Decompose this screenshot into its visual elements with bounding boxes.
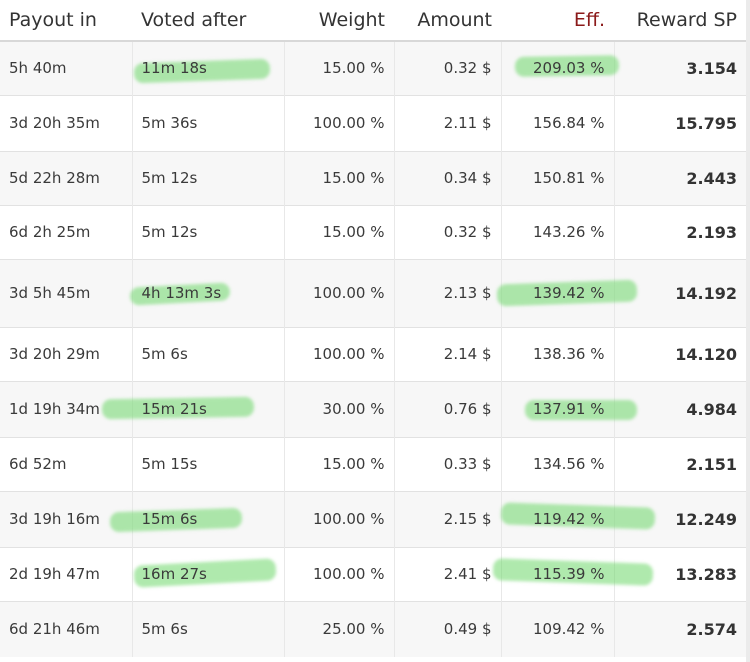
efficiency-cell: 150.81 % xyxy=(501,150,615,205)
efficiency-cell: 143.26 % xyxy=(501,204,615,259)
efficiency-cell: 134.56 % xyxy=(501,436,615,491)
amount-cell: 2.15 $ xyxy=(394,490,502,547)
voted-after-cell: 5m 15s xyxy=(132,436,285,491)
weight-cell: 15.00 % xyxy=(284,436,395,491)
reward-sp-cell: 4.984 xyxy=(614,380,746,437)
voted-after-cell-value: 16m 27s xyxy=(141,565,207,583)
voted-after-cell: 5m 36s xyxy=(132,94,285,151)
voted-after-cell: 4h 13m 3s xyxy=(129,258,285,327)
table-row[interactable]: 5d 22h 28m 5m 12s 15.00 % 0.34 $150.81 % 2.4… xyxy=(0,150,746,205)
voted-after-cell: 15m 21s xyxy=(101,380,285,437)
weight-cell: 100.00 % xyxy=(284,258,395,327)
efficiency-cell-value: 209.03 % xyxy=(532,59,605,78)
amount-cell: 2.41 $ xyxy=(394,546,502,601)
voted-after-cell: 11m 18s xyxy=(132,40,285,95)
table-row[interactable]: 1d 19h 34m 15m 21s 30.00 % 0.76 $ 137.91 % 4.… xyxy=(0,380,746,437)
voted-after-cell: 15m 6s xyxy=(109,490,285,547)
payout-cell: 3d 20h 35m xyxy=(0,94,133,151)
weight-cell: 15.00 % xyxy=(284,204,395,259)
reward-sp-cell: 2.193 xyxy=(614,204,746,259)
voted-after-cell: 5m 12s xyxy=(132,150,285,205)
reward-sp-cell: 13.283 xyxy=(614,546,746,601)
table-row[interactable]: 6d 2h 25m 5m 12s 15.00 % 0.32 $143.26 % 2.19… xyxy=(0,204,746,259)
payout-cell: 5h 40m xyxy=(0,40,133,95)
table-row[interactable]: 3d 5h 45m 4h 13m 3s 100.00 % 2.13 $ 139.42 %… xyxy=(0,258,746,327)
payout-cell: 2d 19h 47m xyxy=(0,546,133,601)
voted-after-cell: 16m 27s xyxy=(132,546,285,601)
amount-cell: 2.14 $ xyxy=(394,326,502,381)
voted-after-cell: 5m 6s xyxy=(132,600,285,657)
payout-cell: 5d 22h 28m xyxy=(0,150,133,205)
amount-cell: 2.13 $ xyxy=(394,258,502,327)
reward-sp-cell: 14.120 xyxy=(614,326,746,381)
efficiency-cell-value: 139.42 % xyxy=(532,284,605,302)
reward-sp-cell: 14.192 xyxy=(614,258,746,327)
efficiency-cell: 138.36 % xyxy=(501,326,615,381)
reward-sp-cell: 2.151 xyxy=(614,436,746,491)
amount-cell: 0.49 $ xyxy=(394,600,502,657)
column-header-amount[interactable]: Amount xyxy=(394,0,501,42)
payout-cell: 6d 52m xyxy=(0,436,133,491)
efficiency-cell-value: 115.39 % xyxy=(532,565,605,583)
weight-cell: 100.00 % xyxy=(284,490,395,547)
table-header-row: Payout in Voted after Weight Amount Eff.… xyxy=(0,0,746,42)
voted-after-cell-value: 11m 18s xyxy=(141,59,207,78)
payout-cell: 3d 5h 45m xyxy=(0,258,133,327)
table-row[interactable]: 6d 52m 5m 15s 15.00 % 0.33 $134.56 % 2.151 xyxy=(0,436,746,491)
table-body: 5h 40m 11m 18s 15.00 % 0.32 $209.03 % 3.154 3… xyxy=(0,40,746,657)
amount-cell: 0.76 $ xyxy=(394,380,502,437)
amount-cell: 0.32 $ xyxy=(394,40,502,95)
efficiency-cell: 109.42 % xyxy=(501,600,615,657)
payout-cell: 3d 20h 29m xyxy=(0,326,133,381)
weight-cell: 100.00 % xyxy=(284,94,395,151)
weight-cell: 15.00 % xyxy=(284,150,395,205)
weight-cell: 100.00 % xyxy=(284,546,395,601)
voted-after-cell-value: 4h 13m 3s xyxy=(141,284,222,302)
weight-cell: 25.00 % xyxy=(284,600,395,657)
amount-cell: 0.32 $ xyxy=(394,204,502,259)
payout-cell: 6d 21h 46m xyxy=(0,600,133,657)
voted-after-cell: 5m 12s xyxy=(132,204,285,259)
amount-cell: 2.11 $ xyxy=(394,94,502,151)
weight-cell: 30.00 % xyxy=(284,380,395,437)
table-row[interactable]: 2d 19h 47m 16m 27s 100.00 % 2.41 $ 115.39 % 1… xyxy=(0,546,746,601)
column-header-efficiency[interactable]: Eff. xyxy=(501,0,614,42)
efficiency-cell: 119.42 % xyxy=(500,490,656,547)
efficiency-cell: 209.03 % xyxy=(501,40,620,95)
column-header-weight[interactable]: Weight xyxy=(284,0,394,42)
voted-after-cell-value: 15m 6s xyxy=(141,510,198,528)
table-row[interactable]: 3d 20h 35m 5m 36s 100.00 % 2.11 $156.84 % 15… xyxy=(0,94,746,151)
efficiency-cell: 115.39 % xyxy=(492,546,654,601)
voted-after-cell: 5m 6s xyxy=(132,326,285,381)
column-header-voted-after[interactable]: Voted after xyxy=(132,0,284,42)
table-row[interactable]: 6d 21h 46m 5m 6s 25.00 % 0.49 $109.42 % 2.57… xyxy=(0,600,746,657)
reward-sp-cell: 3.154 xyxy=(614,40,746,95)
amount-cell: 0.33 $ xyxy=(394,436,502,491)
payout-cell: 6d 2h 25m xyxy=(0,204,133,259)
column-header-reward-sp[interactable]: Reward SP xyxy=(614,0,746,42)
column-header-payout[interactable]: Payout in xyxy=(0,0,132,42)
amount-cell: 0.34 $ xyxy=(394,150,502,205)
efficiency-cell: 156.84 % xyxy=(501,94,615,151)
reward-sp-cell: 2.443 xyxy=(614,150,746,205)
table-row[interactable]: 5h 40m 11m 18s 15.00 % 0.32 $ 209.03 % 3.154 xyxy=(0,40,746,95)
efficiency-cell-value: 119.42 % xyxy=(532,510,605,528)
reward-sp-cell: 2.574 xyxy=(614,600,746,657)
payout-cell: 1d 19h 34m xyxy=(0,380,133,437)
reward-sp-cell: 12.249 xyxy=(614,490,746,547)
payout-cell: 3d 19h 16m xyxy=(0,490,133,547)
table-row[interactable]: 3d 19h 16m 15m 6s 100.00 % 2.15 $ 119.42 % 12… xyxy=(0,490,746,547)
efficiency-cell: 137.91 % xyxy=(501,380,637,437)
voted-after-cell-value: 15m 21s xyxy=(141,400,207,418)
weight-cell: 100.00 % xyxy=(284,326,395,381)
weight-cell: 15.00 % xyxy=(284,40,395,95)
reward-sp-cell: 15.795 xyxy=(614,94,746,151)
efficiency-cell-value: 137.91 % xyxy=(532,400,605,418)
table-row[interactable]: 3d 20h 29m 5m 6s 100.00 % 2.14 $138.36 % 14.… xyxy=(0,326,746,381)
efficiency-cell: 139.42 % xyxy=(496,258,638,327)
